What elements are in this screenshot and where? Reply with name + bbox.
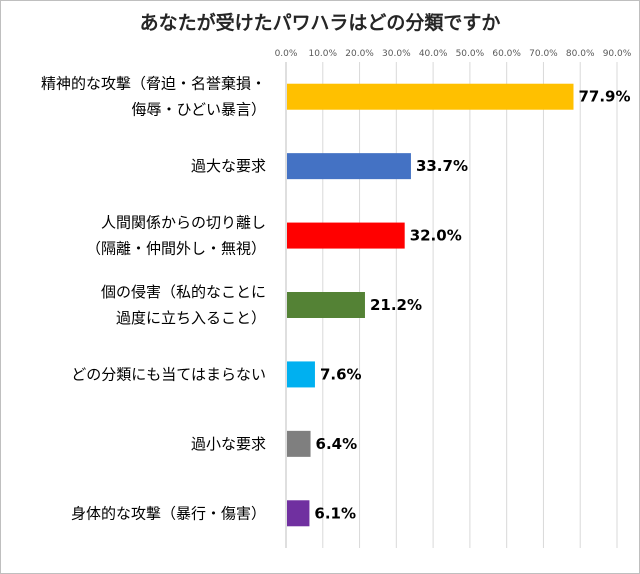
x-tick-label: 80.0% [566,49,595,59]
chart-title: あなたが受けたパワハラはどの分類ですか [140,11,501,34]
bars [287,83,574,527]
bar [287,500,310,527]
category-label: 身体的な攻撃（暴行・傷害） [71,504,266,522]
category-label: 人間関係からの切り離し（隔離・仲間外し・無視） [86,214,266,258]
value-label: 6.4% [316,435,358,453]
category-label: 過大な要求 [191,157,266,175]
x-tick-label: 50.0% [456,49,485,59]
x-tick-label: 60.0% [492,49,521,59]
category-label: 精神的な攻撃（脅迫・名誉棄損・侮辱・ひどい暴言） [41,75,266,119]
x-axis-ticks: 0.0% 10.0% 20.0% 30.0% 40.0% 50.0% 60.0% 70.0% 8… [275,49,632,59]
x-tick-label: 20.0% [345,49,374,59]
bar [287,430,311,457]
value-labels: 77.9% 33.7% 32.0% 21.2% 7.6% 6.4% 6.1% [314,88,630,523]
category-labels: 精神的な攻撃（脅迫・名誉棄損・侮辱・ひどい暴言） 過大な要求人間関係からの切り離し… [41,75,266,523]
value-label: 32.0% [410,227,462,245]
category-label: 個の侵害（私的なことに過度に立ち入ること） [101,283,266,327]
x-tick-label: 10.0% [308,49,337,59]
x-tick-label: 0.0% [275,49,298,59]
x-tick-label: 30.0% [382,49,411,59]
value-label: 7.6% [320,365,362,383]
bar [287,153,411,180]
bar [287,222,405,249]
x-tick-label: 40.0% [419,49,448,59]
value-label: 6.1% [314,504,356,522]
bar [287,292,365,318]
category-label: 過小な要求 [191,435,266,453]
x-tick-label: 90.0% [603,49,632,59]
value-label: 77.9% [578,88,630,106]
category-label: どの分類にも当てはまらない [71,365,266,383]
bar [287,361,315,388]
bar [287,83,574,110]
x-tick-label: 70.0% [529,49,558,59]
value-label: 33.7% [416,157,468,175]
value-label: 21.2% [370,296,422,314]
